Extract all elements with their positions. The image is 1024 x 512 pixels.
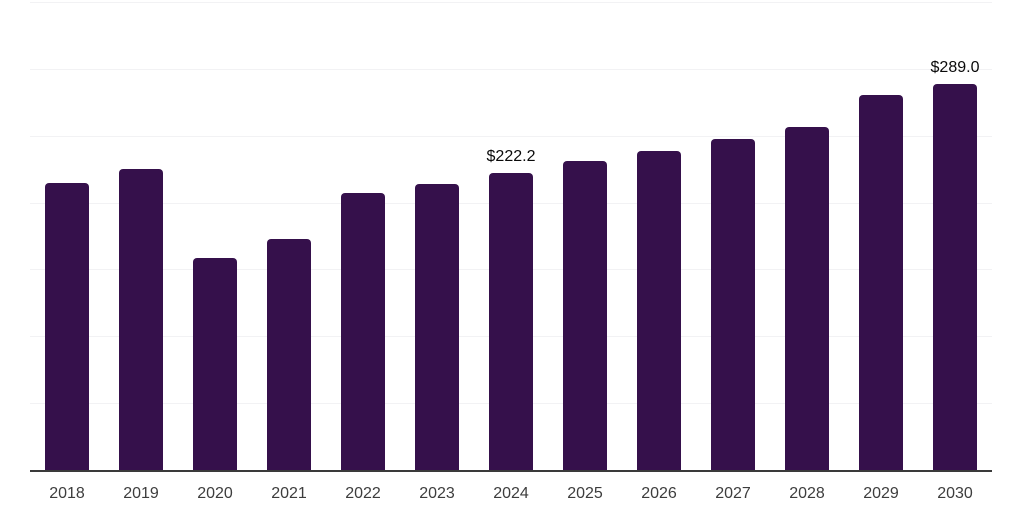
x-tick-label: 2023 (419, 485, 455, 502)
bar-group (844, 0, 918, 470)
x-tick-label: 2022 (345, 485, 381, 502)
x-tick-label: 2020 (197, 485, 233, 502)
bar-group: $222.2 (474, 0, 548, 470)
x-tick-label: 2028 (789, 485, 825, 502)
bar-group (252, 0, 326, 470)
bars: $222.2 $289.0 (30, 0, 992, 470)
x-tick-label: 2024 (493, 485, 529, 502)
x-axis-line (30, 470, 992, 472)
bar (859, 95, 903, 470)
x-tick-label: 2021 (271, 485, 307, 502)
bar (933, 84, 977, 470)
x-tick-label: 2027 (715, 485, 751, 502)
bar-group (326, 0, 400, 470)
bar-value-label: $222.2 (486, 148, 536, 165)
gridline (30, 136, 992, 137)
x-axis-labels: 2018 2019 2020 2021 2022 2023 2024 2025 2026 2027… (30, 484, 992, 504)
x-tick-label: 2029 (863, 485, 899, 502)
x-tick-label: 2019 (123, 485, 159, 502)
bar (711, 139, 755, 470)
bar-group (400, 0, 474, 470)
bar-value-label: $289.0 (930, 59, 980, 76)
bar (119, 169, 163, 470)
bar-group (770, 0, 844, 470)
x-tick-label: 2018 (49, 485, 85, 502)
x-tick-label: 2026 (641, 485, 677, 502)
bar-group (622, 0, 696, 470)
bar (267, 239, 311, 470)
bar (45, 183, 89, 470)
bar (193, 258, 237, 470)
bar-group (30, 0, 104, 470)
bar-group: $289.0 (918, 0, 992, 470)
gridline (30, 69, 992, 70)
bar-group (696, 0, 770, 470)
gridline (30, 2, 992, 3)
bar (415, 184, 459, 470)
bar (785, 127, 829, 470)
plot-area: $222.2 $289.0 (30, 0, 992, 470)
bar (489, 173, 533, 470)
bar-group (104, 0, 178, 470)
x-tick-label: 2025 (567, 485, 603, 502)
bar-group (178, 0, 252, 470)
bar (637, 151, 681, 470)
x-tick-label: 2030 (937, 485, 973, 502)
bar (563, 161, 607, 470)
bar-group (548, 0, 622, 470)
bar (341, 193, 385, 470)
